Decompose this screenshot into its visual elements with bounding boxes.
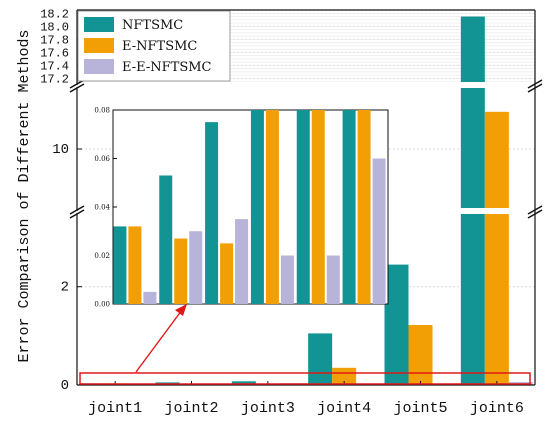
zoom-arrow-head bbox=[175, 304, 187, 316]
bar-e-nftsmc-joint5 bbox=[408, 325, 433, 385]
y-tick-label: 18.2 bbox=[40, 7, 69, 21]
inset-y-tick-label: 0.02 bbox=[94, 252, 110, 260]
x-tick-label: joint6 bbox=[470, 400, 524, 417]
axis-break-mark bbox=[527, 79, 543, 89]
inset-bar-e-nftsmc-joint3 bbox=[220, 243, 234, 304]
axis-break-mark bbox=[69, 209, 85, 219]
inset-bar-e-e-nftsmc-joint4 bbox=[280, 255, 294, 304]
inset-bar-nftsmc-joint3 bbox=[205, 122, 219, 304]
x-tick-label: joint2 bbox=[164, 400, 218, 417]
y-tick-label: 0 bbox=[61, 378, 69, 394]
inset-bar-e-e-nftsmc-joint2 bbox=[189, 231, 203, 304]
inset-layer: 0.00 0.02 0.04 0.06 0.08 bbox=[94, 107, 389, 373]
zoom-highlight-box bbox=[79, 372, 531, 385]
inset-bar-e-e-nftsmc-joint3 bbox=[235, 219, 249, 304]
y-tick-label: 17.2 bbox=[40, 72, 69, 86]
x-tick-label: joint4 bbox=[317, 400, 371, 417]
axis-break-mark bbox=[69, 83, 85, 93]
inset-bar-e-nftsmc-joint1 bbox=[128, 226, 142, 304]
x-tick-label: joint1 bbox=[88, 400, 142, 417]
bar-nftsmc-joint6 bbox=[460, 16, 485, 386]
inset-bar-nftsmc-joint5 bbox=[296, 110, 310, 304]
inset-bar-e-nftsmc-joint2 bbox=[174, 238, 188, 304]
bar-nftsmc-joint4 bbox=[308, 333, 333, 385]
frame-layer: joint1 joint2 joint3 joint4 joint5 joint6 0 2 10… bbox=[40, 7, 543, 417]
y-axis-title: Error Comparison of Different Methods bbox=[16, 29, 33, 362]
y-tick-label: 18.0 bbox=[40, 20, 69, 34]
legend-swatch bbox=[84, 17, 114, 32]
inset-bar-e-nftsmc-joint5 bbox=[311, 110, 325, 304]
legend-layer: NFTSMC E-NFTSMC E-E-NFTSMC bbox=[77, 10, 231, 82]
inset-bar-nftsmc-joint6 bbox=[342, 110, 356, 304]
inset-y-tick-label: 0.00 bbox=[94, 301, 110, 309]
bar-nftsmc-joint3 bbox=[231, 381, 256, 385]
axis-break-gap bbox=[78, 82, 534, 88]
inset-bar-e-e-nftsmc-joint1 bbox=[143, 291, 157, 304]
legend-label: E-NFTSMC bbox=[122, 39, 197, 54]
inset-bar-e-e-nftsmc-joint5 bbox=[326, 255, 340, 304]
axis-break-mark bbox=[527, 205, 543, 215]
bars-layer bbox=[78, 16, 534, 386]
inset-bar-nftsmc-joint1 bbox=[113, 226, 127, 304]
inset-y-tick-label: 0.04 bbox=[94, 204, 110, 212]
legend-label: NFTSMC bbox=[122, 18, 183, 33]
bar-e-nftsmc-joint4 bbox=[332, 367, 357, 385]
inset-bar-nftsmc-joint2 bbox=[159, 175, 173, 304]
y-tick-label: 17.4 bbox=[40, 59, 69, 73]
zoom-arrow-line bbox=[135, 309, 183, 373]
y-tick-label: 17.6 bbox=[40, 46, 69, 60]
bar-e-nftsmc-joint6 bbox=[484, 111, 509, 386]
legend-swatch bbox=[84, 38, 114, 53]
axis-break-mark bbox=[69, 205, 85, 215]
inset-bar-e-nftsmc-joint6 bbox=[357, 110, 371, 304]
inset-y-tick-label: 0.08 bbox=[94, 107, 110, 115]
y-tick-label: 2 bbox=[61, 280, 69, 296]
inset-bar-nftsmc-joint4 bbox=[250, 110, 264, 304]
y-tick-label: 17.8 bbox=[40, 33, 69, 47]
axis-break-mark bbox=[527, 83, 543, 93]
x-tick-label: joint3 bbox=[241, 400, 295, 417]
inset-frame bbox=[112, 109, 389, 305]
inset-y-tick-label: 0.06 bbox=[94, 155, 110, 163]
x-tick-label: joint5 bbox=[393, 400, 447, 417]
axis-break-mark bbox=[527, 209, 543, 219]
legend-label: E-E-NFTSMC bbox=[122, 60, 212, 75]
inset-bar-e-e-nftsmc-joint6 bbox=[372, 158, 386, 304]
inset-bar-e-nftsmc-joint4 bbox=[265, 110, 279, 304]
legend-swatch bbox=[84, 59, 114, 74]
y-tick-label: 10 bbox=[52, 142, 69, 158]
